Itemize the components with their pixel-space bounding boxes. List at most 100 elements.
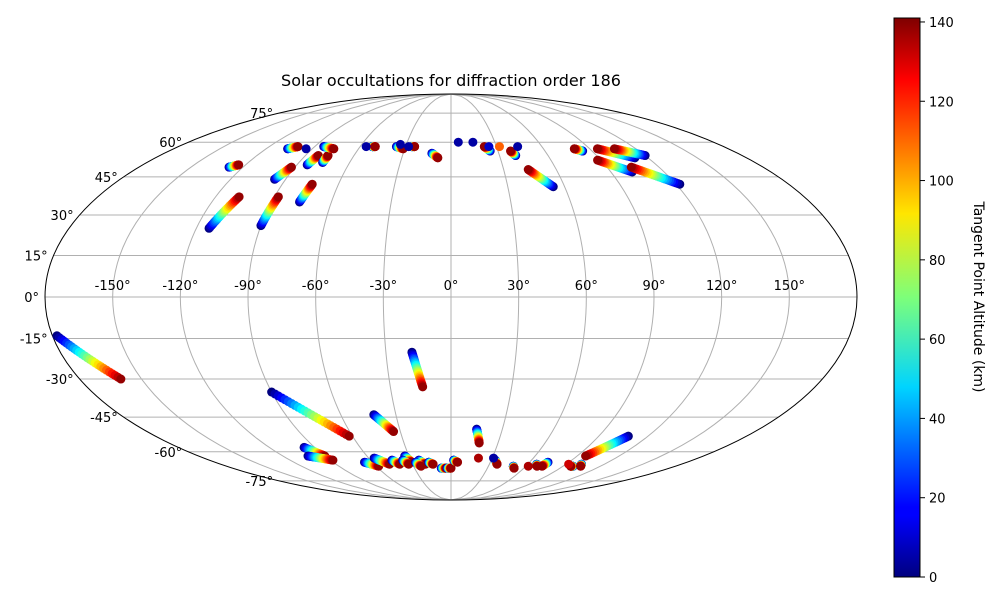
colorbar-tick-label: 80 [929,254,946,269]
track-point [453,457,463,467]
track-point [416,461,426,471]
lat-tick-label: 0° [24,291,39,306]
occultation-track [224,160,244,172]
occultation-track [411,457,426,471]
track-point [609,144,619,154]
track-point [506,146,516,156]
axis-tick-labels: -150° -120° -90° -60° -30° 0° 30° 60° 90° 120° 150… [20,107,805,490]
occultation-track [256,192,283,231]
lat-tick-label: -60° [155,446,183,461]
data-point [395,139,405,149]
data-point [404,142,414,152]
lat-tick-label: 75° [250,107,273,122]
data-points [52,137,685,473]
occultation-track [472,424,484,448]
track-point [576,461,586,471]
occultation-track [609,144,650,161]
track-point [307,179,317,189]
lon-tick-label: -60° [302,279,330,294]
track-point [329,144,339,154]
occultation-track [576,459,586,471]
track-point [116,374,126,384]
occultation-track [508,461,519,473]
lat-tick-label: 45° [95,171,118,186]
track-point [273,192,283,202]
lat-tick-label: 15° [25,249,48,264]
track-point [234,192,244,202]
map-boundary [44,93,858,501]
track-point [474,438,484,448]
colorbar-tick-label: 60 [929,333,946,348]
meridian-line [450,93,587,501]
lat-tick-label: -45° [90,411,118,426]
track-point [370,142,380,152]
lat-tick-label: -75° [245,475,273,490]
track-point [592,144,602,154]
track-point [523,165,533,175]
colorbar-tick-label: 0 [929,571,937,586]
occultation-track [369,410,399,437]
occultation-track [367,142,380,152]
colorbar-tick-label: 20 [929,492,946,507]
occultation-track [303,451,338,465]
track-point [428,459,438,469]
occultation-track [267,387,354,441]
occultation-track [407,347,428,392]
meridian-line [450,93,723,501]
lon-tick-label: -30° [369,279,397,294]
data-point [468,137,478,147]
occultation-track [569,144,588,156]
meridian-line [315,93,452,501]
track-point [446,463,456,473]
occultation-track [424,457,438,469]
data-point [301,144,311,154]
track-point [509,463,519,473]
occultation-track [537,457,553,471]
occultation-track [299,442,330,461]
colorbar: 0 20 40 60 80 100 120 140 Tangent Point Altitud… [893,16,986,586]
occultation-track [283,142,303,154]
colorbar-gradient [893,17,921,578]
lon-tick-label: -150° [95,279,131,294]
occultation-track [204,192,244,233]
occultation-track [398,455,414,469]
track-point [293,142,303,152]
track-point [626,162,636,172]
lat-tick-label: -30° [46,373,74,388]
occultation-track [442,463,456,473]
occultation-track [302,151,323,170]
data-point [513,142,523,152]
chart-title: Solar occultations for diffraction order… [281,71,621,90]
colorbar-ticks: 0 20 40 60 80 100 120 140 [920,16,954,586]
track-point [433,153,443,163]
meridian-line [450,93,520,501]
track-point [418,382,428,392]
data-point [489,453,499,463]
lon-tick-label: 150° [774,279,805,294]
track-point [328,455,338,465]
meridian-line [382,93,452,501]
meridian-line [450,93,655,501]
occultation-track [270,162,296,184]
lon-tick-label: -90° [234,279,262,294]
occultation-track [626,162,685,189]
colorbar-tick-label: 40 [929,412,946,427]
occultation-track [52,331,126,384]
lon-tick-label: 0° [444,279,459,294]
lon-tick-label: 60° [575,279,598,294]
data-point [564,459,574,469]
track-point [344,431,354,441]
track-point [537,461,547,471]
track-point [569,144,579,154]
lat-tick-label: -15° [20,333,48,348]
colorbar-tick-label: 100 [929,175,954,190]
colorbar-tick-label: 140 [929,16,954,31]
data-point [494,142,504,152]
lat-tick-label: 30° [51,209,74,224]
lat-tick-label: 60° [159,136,182,151]
lon-tick-label: 120° [706,279,737,294]
occultation-track [506,146,521,161]
meridian-line [450,93,790,501]
occultation-track [369,453,395,469]
